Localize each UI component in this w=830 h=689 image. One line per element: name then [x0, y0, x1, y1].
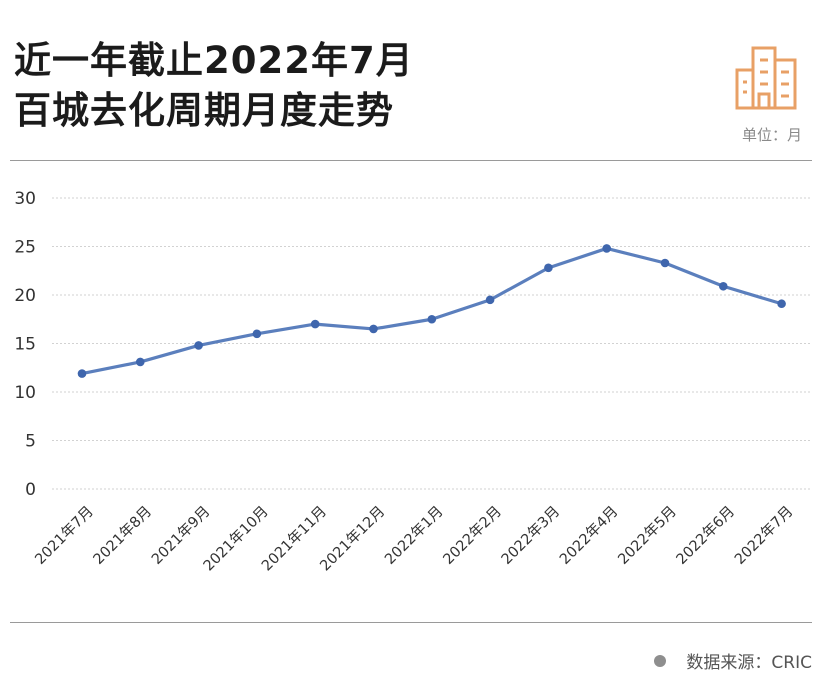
title-line-2: 百城去化周期月度走势	[14, 89, 394, 132]
x-tick-label: 2022年4月	[556, 503, 621, 568]
data-point	[252, 329, 262, 339]
title-line-1: 近一年截止2022年7月	[14, 39, 414, 82]
data-point	[660, 258, 670, 268]
data-point	[427, 314, 437, 324]
y-tick-label: 20	[14, 286, 36, 306]
x-tick-label: 2022年5月	[615, 503, 680, 568]
data-point	[602, 244, 611, 253]
city-buildings-icon	[735, 46, 797, 110]
data-point	[77, 369, 87, 378]
data-point	[310, 319, 320, 329]
series-line	[80, 246, 784, 376]
x-tick-label: 2022年6月	[673, 503, 738, 568]
source-label: 数据来源：CRIC	[686, 653, 812, 673]
data-point	[485, 295, 495, 305]
data-point	[719, 281, 728, 291]
bottom-divider	[10, 622, 812, 623]
data-point	[777, 299, 786, 309]
y-tick-label: 10	[14, 383, 36, 403]
x-tick-label: 2021年9月	[148, 503, 213, 568]
source-note: 数据来源：CRIC	[654, 648, 812, 673]
x-tick-label: 2022年7月	[731, 503, 796, 568]
y-tick-label: 5	[25, 432, 36, 452]
chart-title: 近一年截止2022年7月 百城去化周期月度走势	[14, 36, 414, 136]
x-tick-label: 2022年3月	[498, 503, 563, 568]
gridlines	[52, 197, 812, 490]
data-point	[369, 324, 378, 334]
data-point	[544, 263, 553, 273]
y-tick-label: 30	[14, 189, 36, 209]
x-axis-ticks: 2021年7月2021年8月2021年9月2021年10月2021年11月202…	[32, 503, 797, 575]
x-tick-label: 2021年8月	[90, 503, 155, 568]
unit-label: 单位：月	[741, 126, 802, 144]
y-axis-ticks: 0 5 10 15 20 25 30	[14, 189, 36, 500]
data-point	[194, 341, 203, 350]
x-tick-label: 2022年1月	[381, 503, 446, 568]
y-tick-label: 0	[25, 480, 36, 500]
y-tick-label: 15	[14, 335, 36, 355]
x-tick-label: 2022年2月	[440, 503, 505, 568]
data-point	[136, 357, 145, 367]
bullet-icon	[654, 654, 667, 667]
x-tick-label: 2021年7月	[32, 503, 97, 568]
top-divider	[10, 160, 812, 161]
y-tick-label: 25	[14, 238, 36, 258]
data-points	[77, 244, 786, 378]
